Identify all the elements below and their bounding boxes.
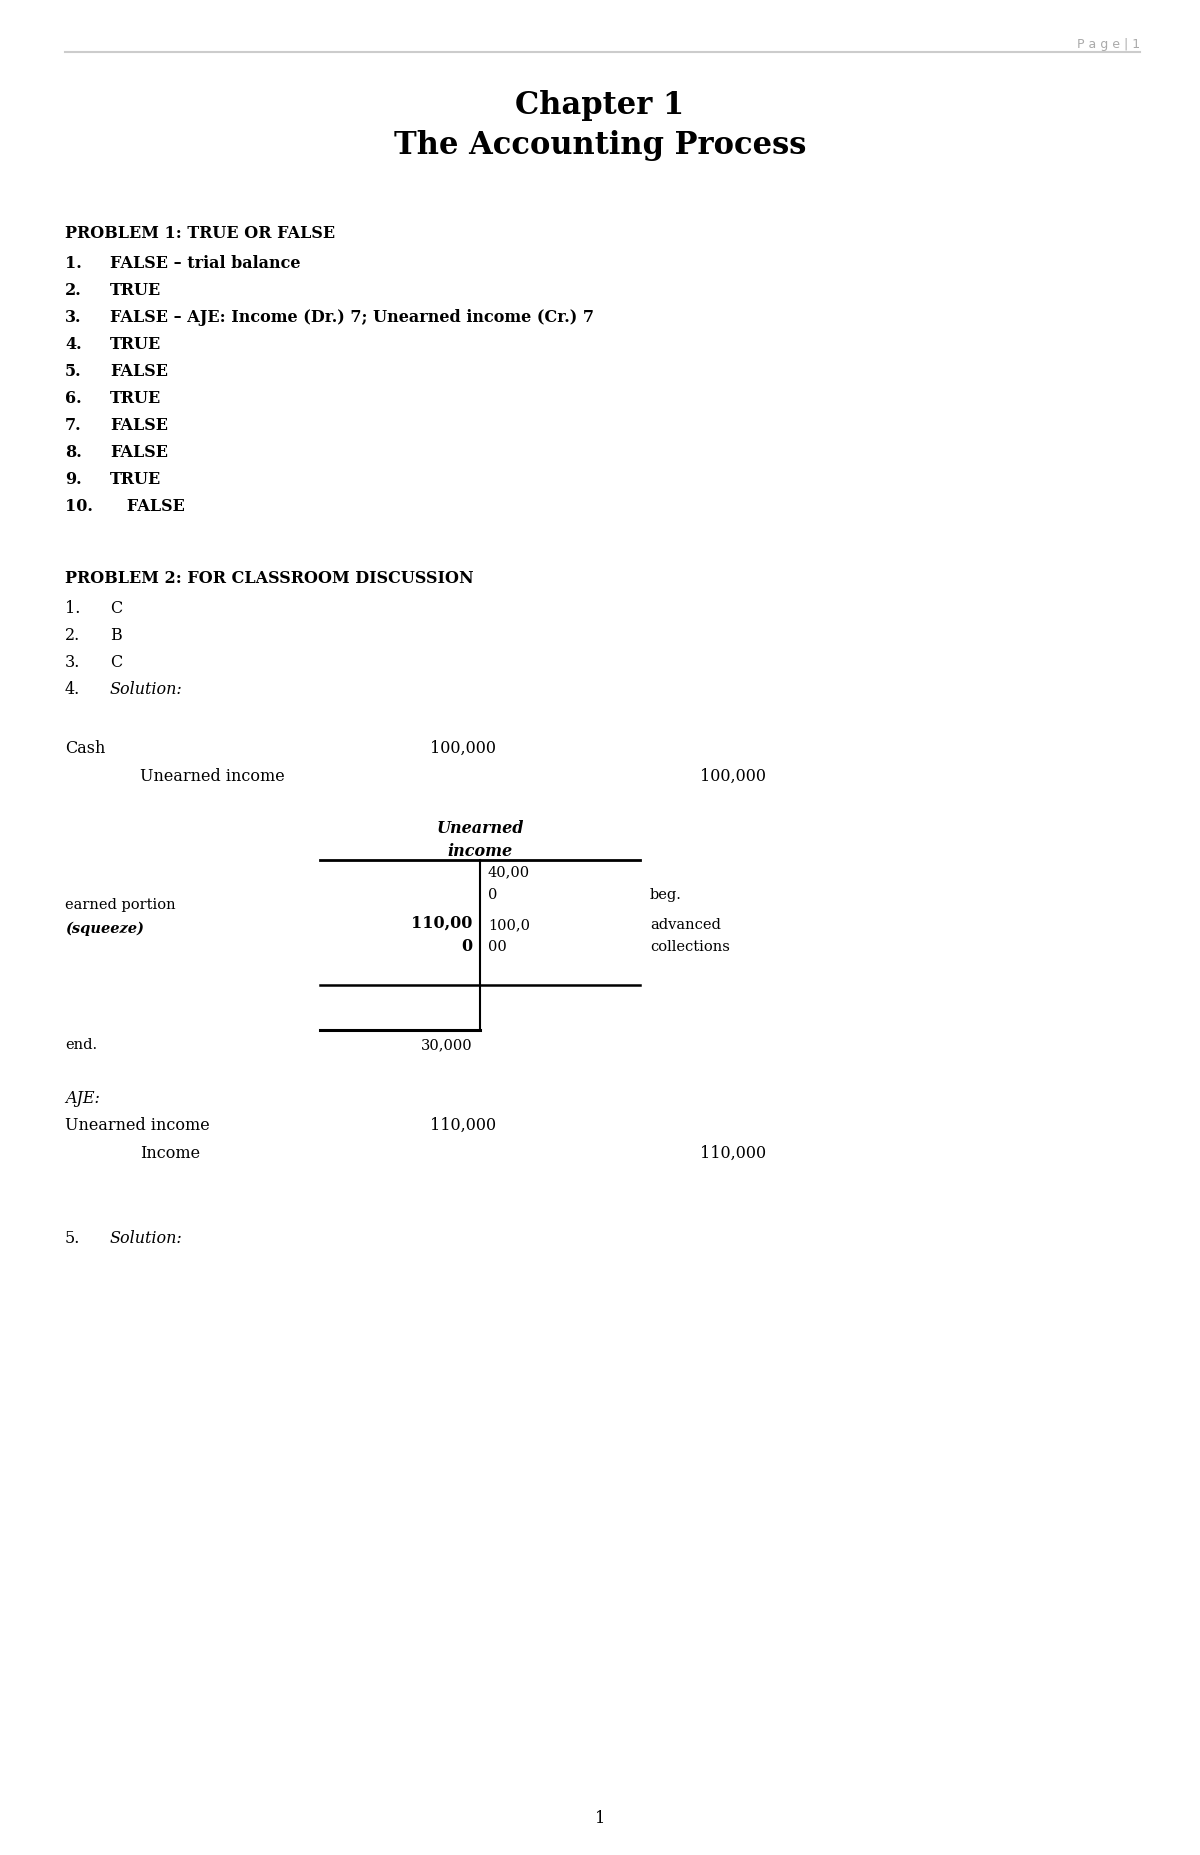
Text: FALSE: FALSE [110, 364, 168, 380]
Text: 2.: 2. [65, 282, 82, 299]
Text: 10.: 10. [65, 497, 92, 516]
Text: Chapter 1: Chapter 1 [516, 91, 684, 121]
Text: Unearned income: Unearned income [140, 768, 284, 785]
Text: 4.: 4. [65, 681, 80, 697]
Text: 30,000: 30,000 [420, 1039, 472, 1052]
Text: 0: 0 [488, 889, 497, 902]
Text: 110,000: 110,000 [430, 1117, 496, 1133]
Text: TRUE: TRUE [110, 336, 161, 352]
Text: TRUE: TRUE [110, 282, 161, 299]
Text: earned portion: earned portion [65, 898, 175, 913]
Text: 110,00: 110,00 [410, 915, 472, 931]
Text: 110,000: 110,000 [700, 1145, 766, 1161]
Text: C: C [110, 655, 122, 672]
Text: FALSE: FALSE [110, 443, 168, 462]
Text: 5.: 5. [65, 364, 82, 380]
Text: 00: 00 [488, 940, 506, 953]
Text: C: C [110, 599, 122, 618]
Text: FALSE: FALSE [110, 417, 168, 434]
Text: 5.: 5. [65, 1230, 80, 1247]
Text: Unearned income: Unearned income [65, 1117, 210, 1133]
Text: Solution:: Solution: [110, 681, 182, 697]
Text: FALSE: FALSE [110, 497, 185, 516]
Text: 6.: 6. [65, 390, 82, 406]
Text: AJE:: AJE: [65, 1091, 100, 1107]
Text: 9.: 9. [65, 471, 82, 488]
Text: P a g e | 1: P a g e | 1 [1076, 37, 1140, 50]
Text: Cash: Cash [65, 740, 106, 757]
Text: B: B [110, 627, 121, 644]
Text: 100,000: 100,000 [700, 768, 766, 785]
Text: 3.: 3. [65, 655, 80, 672]
Text: Income: Income [140, 1145, 200, 1161]
Text: 1: 1 [595, 1810, 605, 1827]
Text: Unearned: Unearned [437, 820, 523, 837]
Text: 40,00: 40,00 [488, 864, 530, 879]
Text: 8.: 8. [65, 443, 82, 462]
Text: FALSE – AJE: Income (Dr.) 7; Unearned income (Cr.) 7: FALSE – AJE: Income (Dr.) 7; Unearned in… [110, 310, 594, 326]
Text: Solution:: Solution: [110, 1230, 182, 1247]
Text: 100,000: 100,000 [430, 740, 496, 757]
Text: collections: collections [650, 940, 730, 953]
Text: TRUE: TRUE [110, 390, 161, 406]
Text: FALSE – trial balance: FALSE – trial balance [110, 254, 300, 273]
Text: 4.: 4. [65, 336, 82, 352]
Text: 7.: 7. [65, 417, 82, 434]
Text: 1.: 1. [65, 599, 80, 618]
Text: 0: 0 [461, 939, 472, 955]
Text: 1.: 1. [65, 254, 82, 273]
Text: income: income [448, 842, 512, 861]
Text: beg.: beg. [650, 889, 682, 902]
Text: end.: end. [65, 1039, 97, 1052]
Text: 2.: 2. [65, 627, 80, 644]
Text: 3.: 3. [65, 310, 82, 326]
Text: The Accounting Process: The Accounting Process [394, 130, 806, 161]
Text: PROBLEM 2: FOR CLASSROOM DISCUSSION: PROBLEM 2: FOR CLASSROOM DISCUSSION [65, 569, 474, 586]
Text: TRUE: TRUE [110, 471, 161, 488]
Text: advanced: advanced [650, 918, 721, 931]
Text: PROBLEM 1: TRUE OR FALSE: PROBLEM 1: TRUE OR FALSE [65, 224, 335, 241]
Text: (squeeze): (squeeze) [65, 922, 144, 937]
Text: 100,0: 100,0 [488, 918, 530, 931]
